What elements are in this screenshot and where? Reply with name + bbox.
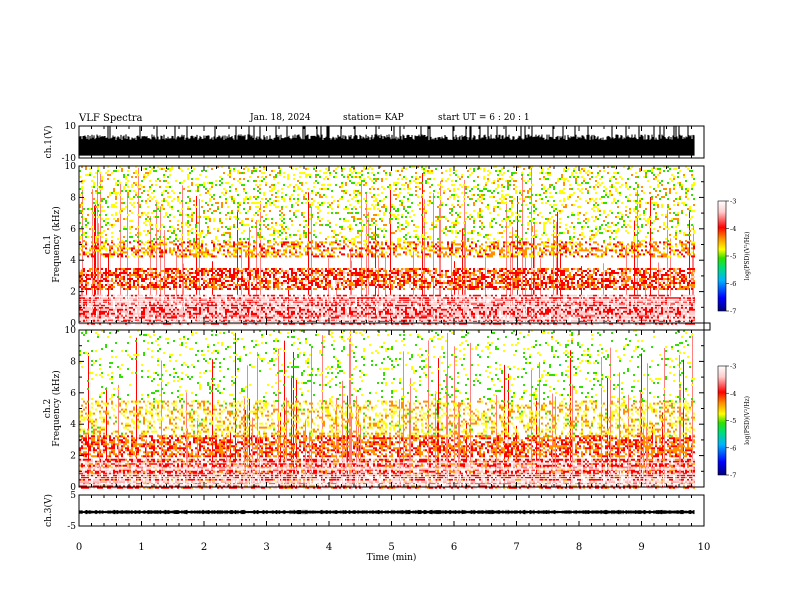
ch2-spectrogram-pixels xyxy=(99,330,693,487)
x-tick-label: 2 xyxy=(201,542,207,553)
y-tick-label: 0 xyxy=(70,483,76,493)
y-tick-label: -5 xyxy=(67,522,76,532)
colorbar-tick-label: -4 xyxy=(730,390,736,398)
colorbar-tick-label: -5 xyxy=(730,417,736,425)
colorbar-tick-label: -3 xyxy=(730,363,736,371)
colorbar xyxy=(717,365,727,476)
ch1-spectrogram-pixels xyxy=(79,268,695,325)
y-tick-label: 10 xyxy=(65,162,77,172)
y-tick-label: 0 xyxy=(70,319,76,329)
ch2-spectrogram-pixels xyxy=(79,336,695,489)
colorbar-tick-label: -3 xyxy=(730,198,736,206)
y-axis-label: ch.1 xyxy=(43,235,53,254)
y-tick-label: -10 xyxy=(62,154,77,164)
x-axis-label: Time (min) xyxy=(367,552,417,563)
x-tick-label: 9 xyxy=(638,542,644,553)
x-tick-label: 10 xyxy=(698,542,711,553)
y-tick-label: 5 xyxy=(70,491,76,501)
ch2-spectrogram-pixels xyxy=(79,330,695,437)
y-tick-label: 10 xyxy=(65,326,77,336)
ch1-waveform-trace xyxy=(78,126,695,156)
y-tick-label: 4 xyxy=(70,420,76,430)
y-axis-label: ch.1(V) xyxy=(43,126,54,159)
colorbars: -3 -4 -5 -6 -7 log(PSD)(V²/Hz) -3 -4 -5 -6 -7 log(P… xyxy=(717,198,751,480)
colorbar-tick-label: -7 xyxy=(730,308,736,316)
ch2-spectrogram-pixels xyxy=(79,462,695,486)
y-tick-label: 6 xyxy=(70,225,76,235)
y-tick-label: 4 xyxy=(70,256,76,266)
y-tick-label: 8 xyxy=(70,357,76,367)
colorbar-tick-label: -6 xyxy=(730,444,736,452)
ch1-spectrogram-panel xyxy=(79,166,695,325)
y-tick-label: 10 xyxy=(65,122,77,132)
station-label: station= KAP xyxy=(343,113,404,123)
y-axis-label: ch.2 xyxy=(43,399,53,418)
colorbar-tick-label: -7 xyxy=(730,472,736,480)
ch3-waveform-trace xyxy=(78,509,695,515)
x-tick-label: 1 xyxy=(138,542,144,553)
y-tick-label: 2 xyxy=(70,452,76,462)
colorbar-tick-label: -4 xyxy=(730,225,736,233)
ch3-waveform-panel xyxy=(78,509,695,515)
x-tick-label: 4 xyxy=(326,542,332,553)
ch1-waveform-panel xyxy=(78,126,695,156)
x-tick-label: 0 xyxy=(76,542,82,553)
x-tick-label: 7 xyxy=(513,542,519,553)
x-tick-label: 5 xyxy=(388,542,394,553)
y-axis-label: Frequency (kHz) xyxy=(51,206,62,283)
y-tick-label: 2 xyxy=(70,288,76,298)
colorbar-tick-label: -6 xyxy=(730,280,736,288)
date-label: Jan. 18, 2024 xyxy=(250,113,311,123)
colorbar-label: log(PSD)(V²/Hz) xyxy=(744,396,751,445)
y-tick-label: 8 xyxy=(70,193,76,203)
y-tick-label: 6 xyxy=(70,389,76,399)
x-tick-label: 3 xyxy=(263,542,269,553)
y-axis-label: ch.3(V) xyxy=(43,494,54,527)
colorbar xyxy=(717,200,727,312)
y-axis-label: Frequency (kHz) xyxy=(51,370,62,447)
x-tick-label: 6 xyxy=(451,542,457,553)
chart-title: VLF Spectra xyxy=(79,113,143,124)
x-tick-label: 8 xyxy=(576,542,582,553)
panel-gap-marker xyxy=(703,322,711,331)
colorbar-label: log(PSD)(V²/Hz) xyxy=(744,232,751,281)
colorbar-tick-label: -5 xyxy=(730,253,736,261)
ch1-spectrogram-pixels xyxy=(79,166,695,258)
ch1-spectrogram-pixels xyxy=(79,166,695,291)
start-time-label: start UT = 6 : 20 : 1 xyxy=(438,113,530,123)
ch2-spectrogram-panel xyxy=(79,330,695,489)
